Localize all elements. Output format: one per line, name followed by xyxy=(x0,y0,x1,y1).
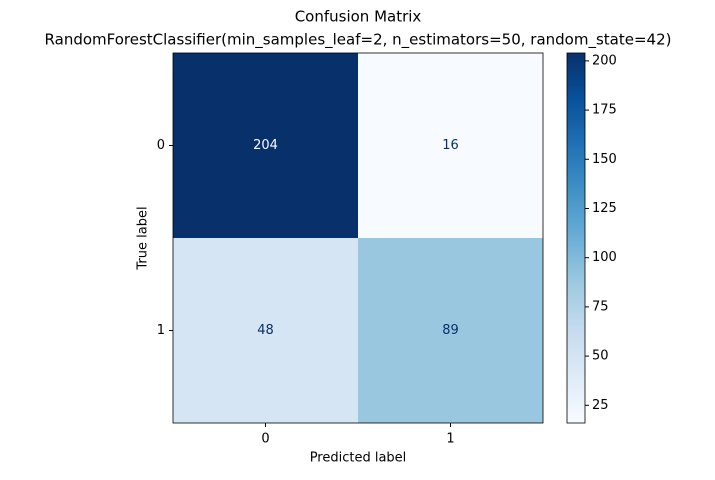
cell-label: 89 xyxy=(442,323,459,338)
cell-label: 204 xyxy=(253,138,278,153)
colorbar xyxy=(566,52,586,424)
colorbar-tick-label: 125 xyxy=(592,201,617,216)
colorbar-tick-label: 150 xyxy=(592,152,617,167)
x-axis-label: Predicted label xyxy=(310,451,407,466)
chart-title: Confusion Matrix xyxy=(295,8,422,26)
heatmap-cell xyxy=(173,238,358,423)
y-tick-label: 1 xyxy=(157,323,165,338)
x-tick-label: 0 xyxy=(261,432,269,447)
plot-frame xyxy=(172,52,544,424)
cell-label: 48 xyxy=(257,323,274,338)
colorbar-tick-label: 25 xyxy=(592,398,609,413)
heatmap-cell xyxy=(358,53,543,238)
colorbar-tick-label: 75 xyxy=(592,299,609,314)
colorbar-tick-label: 200 xyxy=(592,53,617,68)
cell-label: 16 xyxy=(442,138,459,153)
heatmap-cell xyxy=(173,53,358,238)
y-axis-label: True label xyxy=(136,206,151,270)
x-tick-label: 1 xyxy=(446,432,454,447)
colorbar-tick-label: 50 xyxy=(592,349,609,364)
colorbar-tick-label: 100 xyxy=(592,250,617,265)
colorbar-tick-label: 175 xyxy=(592,103,617,118)
y-tick-label: 0 xyxy=(157,138,165,153)
heatmap-cell xyxy=(358,238,543,423)
chart-subtitle: RandomForestClassifier(min_samples_leaf=… xyxy=(45,31,672,50)
